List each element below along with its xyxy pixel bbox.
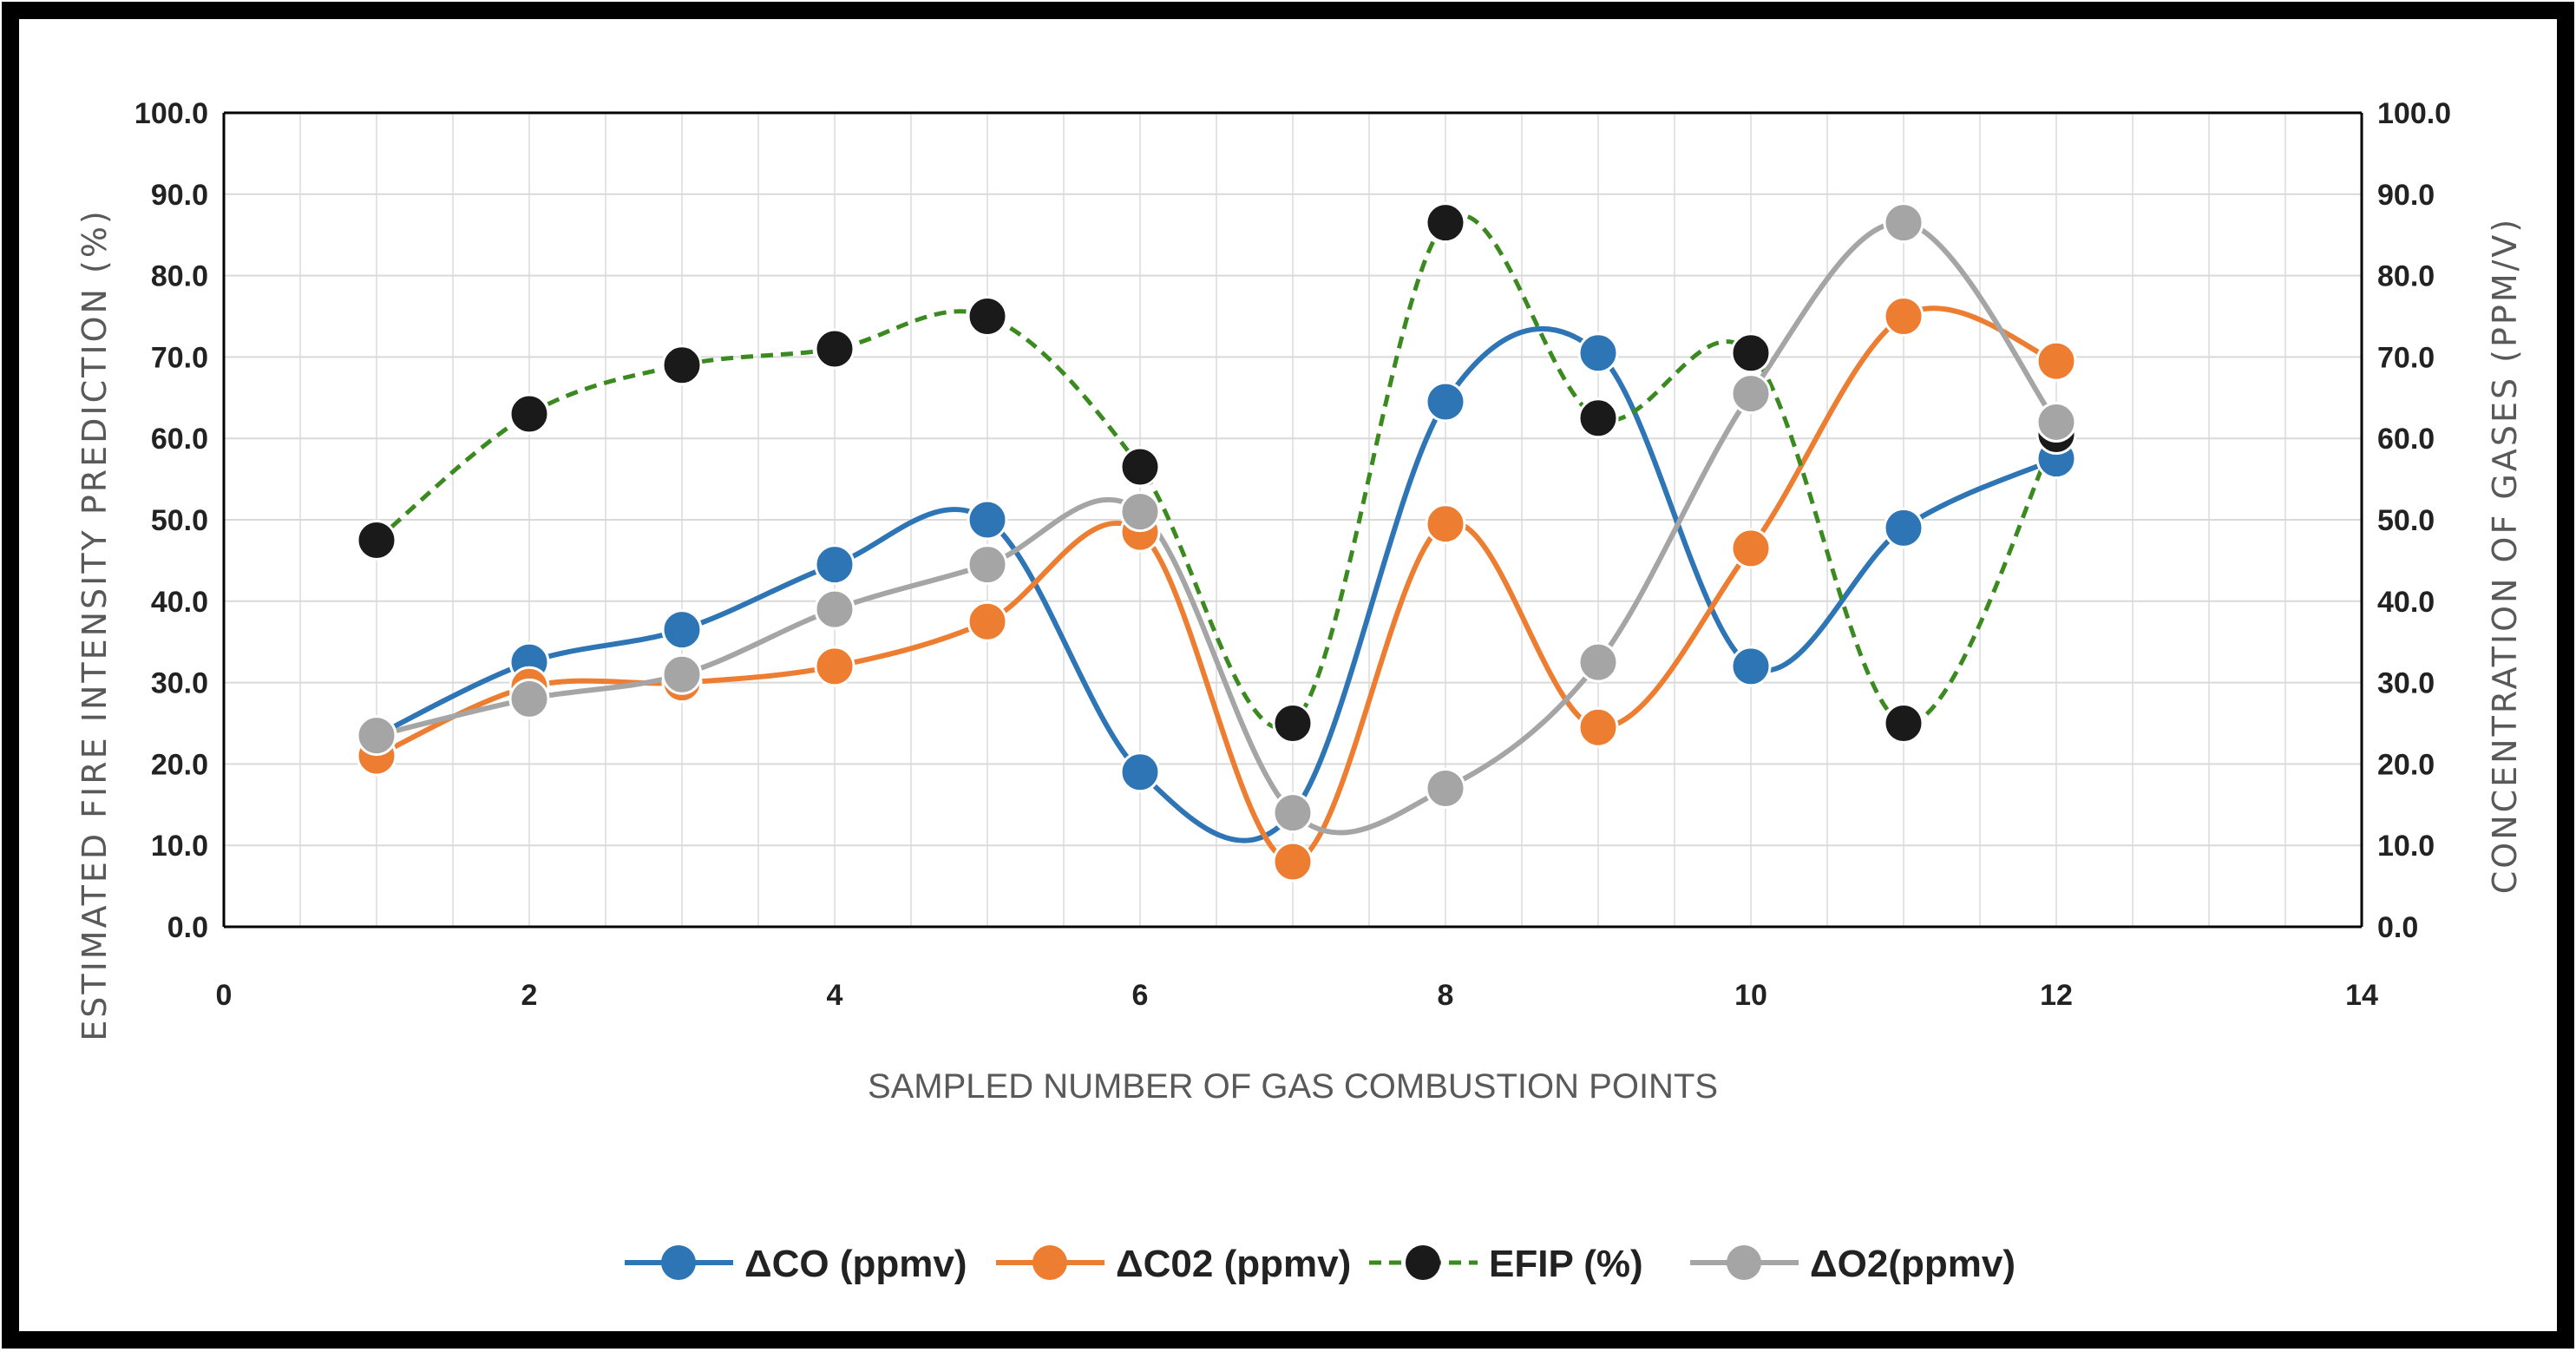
- y-tick-label-left: 10.0: [151, 830, 208, 863]
- data-point-series-1-x4: [814, 646, 855, 687]
- y-tick-label-right: 70.0: [2377, 341, 2435, 374]
- axes: [222, 111, 2363, 929]
- data-point-series-2-x2: [508, 393, 550, 435]
- x-tick-label: 14: [2345, 979, 2378, 1012]
- data-point-series-3-x8: [1425, 768, 1466, 810]
- y-axis-left-title: ESTIMATED FIRE INTENSITY PREDICTION (%): [75, 208, 114, 1041]
- data-point-series-3-x4: [814, 588, 855, 630]
- data-point-series-1-x12: [2035, 340, 2077, 382]
- y-tick-label-right: 40.0: [2377, 586, 2435, 619]
- y-tick-label-left: 50.0: [151, 504, 208, 537]
- y-tick-label-left: 90.0: [151, 179, 208, 212]
- data-point-series-3-x12: [2035, 401, 2077, 443]
- x-tick-label: 10: [1734, 979, 1767, 1012]
- data-point-series-2-x10: [1730, 332, 1772, 374]
- y-tick-label-left: 0.0: [167, 911, 208, 944]
- data-point-series-3-x9: [1577, 641, 1619, 683]
- series-line-2: [375, 213, 2059, 731]
- legend-label-2: EFIP (%): [1489, 1243, 1643, 1285]
- x-tick-label: 4: [827, 979, 843, 1012]
- series-markers: [356, 202, 2077, 883]
- data-point-series-0-x8: [1425, 381, 1466, 423]
- legend-marker-2: [1406, 1245, 1440, 1280]
- data-point-series-1-x5: [967, 601, 1008, 642]
- data-point-series-1-x7: [1272, 841, 1314, 883]
- data-point-series-3-x10: [1730, 373, 1772, 415]
- data-point-series-0-x11: [1883, 507, 1924, 548]
- x-tick-label: 2: [521, 979, 538, 1012]
- x-tick-label: 12: [2040, 979, 2073, 1012]
- x-tick-label: 0: [216, 979, 233, 1012]
- legend-label-3: ΔO2(ppmv): [1810, 1243, 2016, 1285]
- x-tick-label: 8: [1438, 979, 1454, 1012]
- y-tick-label-right: 50.0: [2377, 504, 2435, 537]
- data-point-series-3-x6: [1119, 491, 1161, 533]
- data-point-series-0-x9: [1577, 332, 1619, 374]
- data-point-series-1-x8: [1425, 503, 1466, 545]
- data-point-series-2-x11: [1883, 703, 1924, 744]
- data-point-series-1-x9: [1577, 706, 1619, 748]
- legend: ΔCO (ppmv) ΔC02 (ppmv) EFIP (%) ΔO2(ppmv): [625, 1243, 2016, 1285]
- data-point-series-2-x9: [1577, 397, 1619, 439]
- data-point-series-2-x4: [814, 328, 855, 370]
- tick-labels: 0.0 0.0 10.0 10.0 20.0 20.0 30.0 30.0 40.0 40.0 50…: [134, 97, 2451, 1012]
- y-tick-label-left: 80.0: [151, 260, 208, 293]
- legend-label-1: ΔC02 (ppmv): [1116, 1243, 1351, 1285]
- y-tick-label-right: 80.0: [2377, 260, 2435, 293]
- y-tick-label-left: 60.0: [151, 423, 208, 456]
- data-point-series-0-x3: [661, 609, 703, 651]
- y-tick-label-right: 100.0: [2377, 97, 2451, 130]
- y-tick-label-left: 30.0: [151, 667, 208, 700]
- data-point-series-2-x6: [1119, 446, 1161, 488]
- data-point-series-2-x7: [1272, 703, 1314, 744]
- data-point-series-3-x7: [1272, 792, 1314, 834]
- data-point-series-3-x5: [967, 544, 1008, 586]
- data-point-series-2-x1: [356, 519, 397, 561]
- data-point-series-3-x2: [508, 678, 550, 719]
- y-tick-label-right: 60.0: [2377, 423, 2435, 456]
- data-point-series-2-x5: [967, 296, 1008, 337]
- data-point-series-2-x8: [1425, 202, 1466, 244]
- y-tick-label-right: 90.0: [2377, 179, 2435, 212]
- x-axis-title: SAMPLED NUMBER OF GAS COMBUSTION POINTS: [868, 1067, 1718, 1106]
- data-point-series-3-x1: [356, 715, 397, 757]
- legend-label-0: ΔCO (ppmv): [744, 1243, 967, 1285]
- data-point-series-2-x3: [661, 345, 703, 386]
- legend-marker-0: [661, 1245, 696, 1280]
- y-tick-label-left: 20.0: [151, 748, 208, 781]
- data-point-series-3-x3: [661, 653, 703, 695]
- x-tick-label: 6: [1132, 979, 1149, 1012]
- legend-marker-1: [1032, 1245, 1067, 1280]
- y-tick-label-left: 40.0: [151, 586, 208, 619]
- y-tick-label-right: 30.0: [2377, 667, 2435, 700]
- y-tick-label-right: 0.0: [2377, 911, 2418, 944]
- y-axis-right-title: CONCENTRATION OF GASES (PPM/V): [2486, 217, 2524, 894]
- data-point-series-0-x5: [967, 499, 1008, 541]
- data-point-series-1-x10: [1730, 528, 1772, 569]
- legend-marker-3: [1727, 1245, 1761, 1280]
- data-point-series-3-x11: [1883, 202, 1924, 244]
- data-point-series-0-x4: [814, 544, 855, 586]
- data-point-series-0-x10: [1730, 646, 1772, 687]
- y-tick-label-left: 70.0: [151, 341, 208, 374]
- data-point-series-0-x6: [1119, 751, 1161, 793]
- data-point-series-1-x11: [1883, 296, 1924, 337]
- y-tick-label-left: 100.0: [134, 97, 208, 130]
- y-tick-label-right: 10.0: [2377, 830, 2435, 863]
- y-tick-label-right: 20.0: [2377, 748, 2435, 781]
